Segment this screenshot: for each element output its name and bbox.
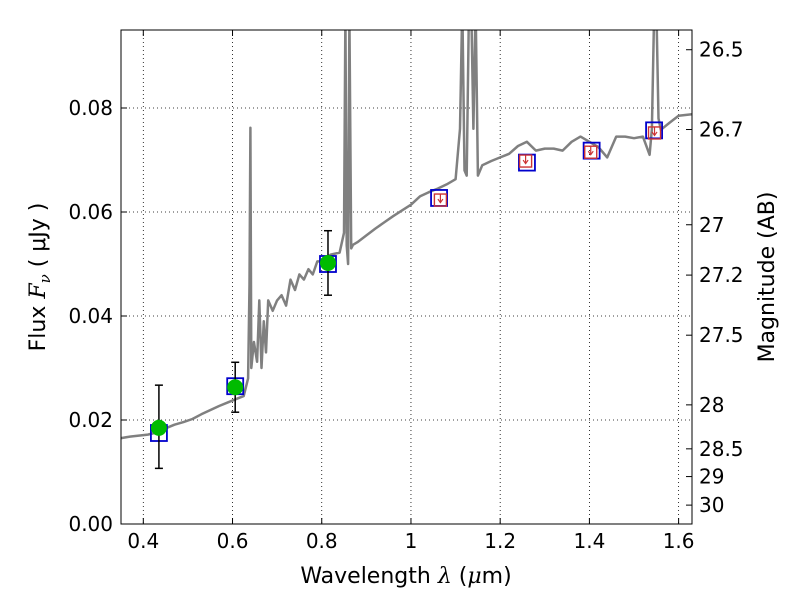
magnitude-tick-label: 27.2 — [699, 263, 744, 287]
x-tick-label: 0.8 — [306, 529, 338, 553]
magnitude-axis-label: Magnitude (AB) — [755, 192, 780, 363]
x-axis-label: Wavelength λ (μm) — [300, 564, 511, 589]
observed-flux-point — [150, 419, 167, 436]
x-tick-label: 1.6 — [663, 529, 695, 553]
upper-limit-arrowhead — [437, 198, 444, 204]
magnitude-tick-label: 27.5 — [699, 323, 744, 347]
x-tick-label: 1 — [405, 529, 418, 553]
magnitude-tick-label: 28.5 — [699, 437, 744, 461]
x-tick-label: 0.4 — [127, 529, 159, 553]
y-tick-label: 0.04 — [68, 304, 113, 328]
upper-limit-arrowhead — [651, 131, 658, 137]
y-tick-label: 0.00 — [68, 512, 113, 536]
grid-lines — [121, 30, 692, 525]
plot-area — [121, 30, 692, 470]
x-tick-label: 1.4 — [573, 529, 605, 553]
observed-flux-point — [227, 379, 244, 396]
axes-frame — [120, 29, 693, 525]
model-flux-square — [430, 189, 448, 207]
observed-flux-point — [319, 254, 336, 271]
upper-limit-arrowhead — [587, 150, 594, 156]
x-tick-label: 0.6 — [217, 529, 249, 553]
magnitude-tick-label: 27 — [699, 213, 724, 237]
y-tick-label: 0.08 — [68, 96, 113, 120]
y-tick-label: 0.02 — [68, 408, 113, 432]
magnitude-tick-label: 30 — [699, 493, 724, 517]
upper-limit-arrowhead — [522, 159, 529, 165]
axis-ticks: 0.4 0.6 0.8 1 1.2 1.4 1.6 0.00 0.02 0.04 0.06 0.08 2… — [68, 30, 744, 553]
magnitude-tick-label: 26.7 — [699, 118, 744, 142]
y-axis-label: Flux Fν ( μJy ) — [26, 203, 54, 352]
magnitude-tick-label: 29 — [699, 465, 724, 489]
y-tick-label: 0.06 — [68, 200, 113, 224]
spectrum-line — [121, 30, 692, 440]
magnitude-tick-label: 26.5 — [699, 38, 744, 62]
magnitude-tick-label: 28 — [699, 393, 724, 417]
x-tick-label: 1.2 — [484, 529, 516, 553]
